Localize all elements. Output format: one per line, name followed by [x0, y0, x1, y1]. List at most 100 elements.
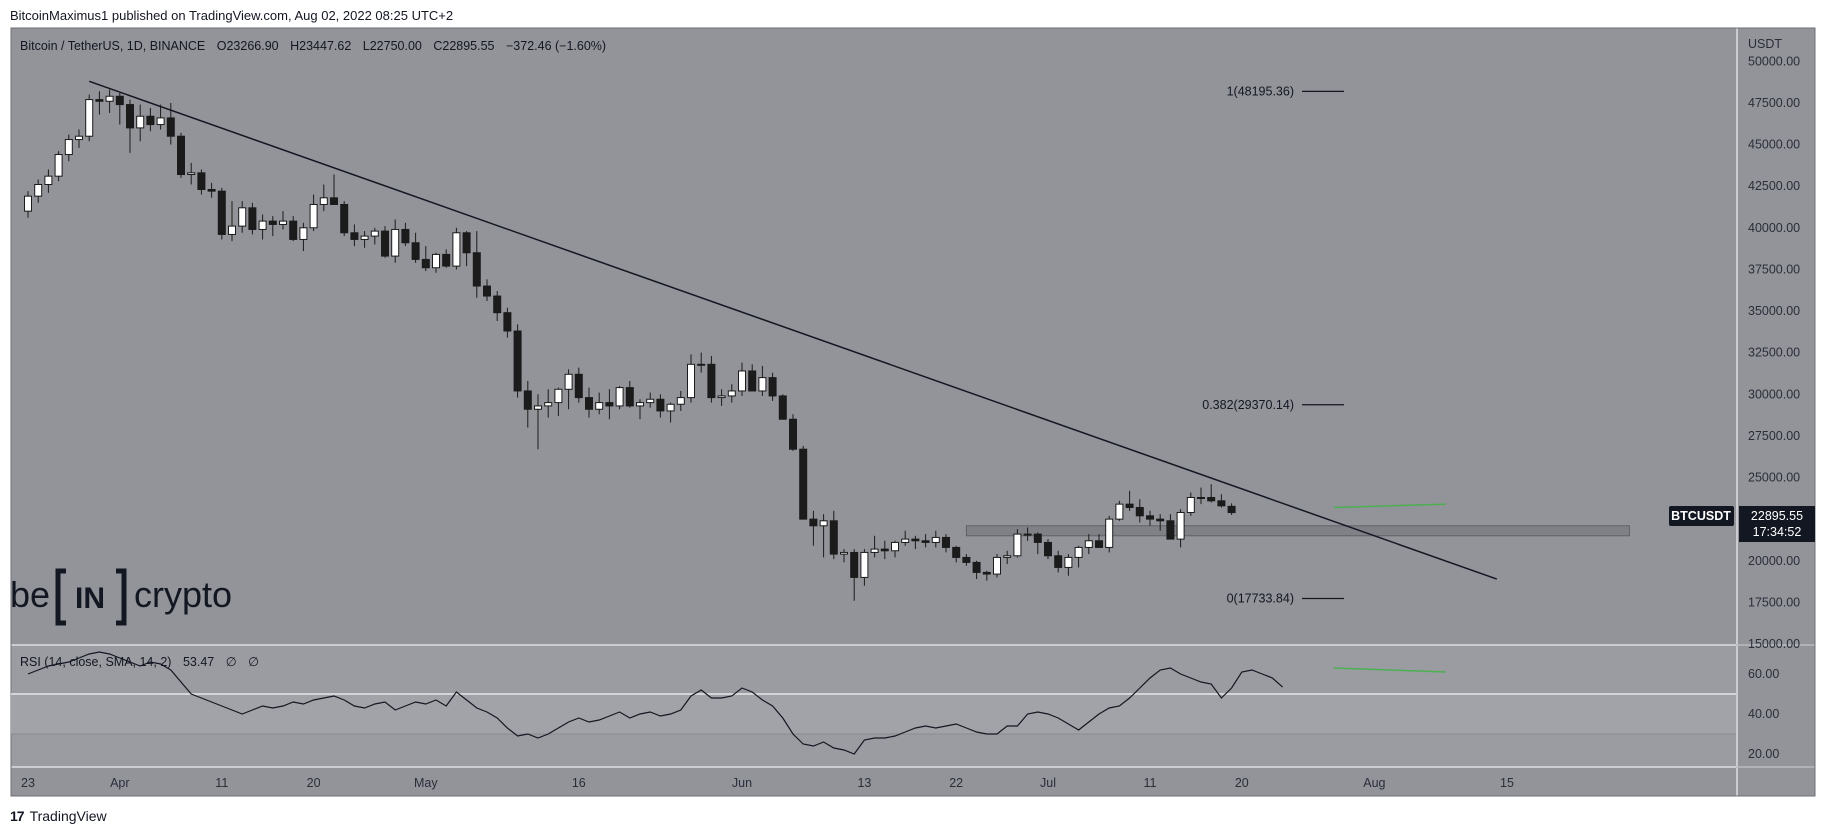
candle-body-up [64, 139, 73, 156]
candle-body-up [564, 373, 573, 390]
candle [115, 92, 124, 125]
price-tick-label: 37500.00 [1748, 262, 1800, 276]
price-tick-label: 45000.00 [1748, 138, 1800, 152]
candle [1003, 550, 1012, 565]
candle [503, 307, 512, 338]
candle-body-up [228, 225, 236, 235]
candle-body-up [697, 363, 706, 366]
open-value: 23266.90 [226, 39, 278, 53]
trendline [88, 80, 1498, 580]
candle-body-up [34, 183, 43, 197]
candle [85, 94, 94, 142]
candle [799, 445, 808, 520]
candle [421, 246, 430, 272]
rsi-divergence-line[interactable] [1333, 667, 1446, 673]
candle-body-up [1186, 496, 1195, 513]
candle [493, 291, 502, 322]
candle-body-down [126, 104, 134, 129]
candle-body-up [687, 363, 695, 399]
candle-body-up [544, 402, 553, 407]
candle [778, 394, 787, 420]
price-tick-label: 40000.00 [1748, 221, 1800, 235]
price-tick-label: 50000.00 [1748, 54, 1800, 68]
time-tick-label: Jun [732, 776, 752, 790]
chart-area[interactable]: 1(48195.36) 0.382(29370.14) 0(17733.84) 50… [0, 0, 1825, 800]
candle-body-up [646, 398, 655, 404]
time-axis-labels: 23 Apr 11 20 May 16 Jun 13 22 Jul 11 20 Aug 15 [21, 776, 1514, 790]
candle-body-up [1197, 496, 1205, 499]
candle [921, 534, 930, 548]
fib-levels: 1(48195.36) 0.382(29370.14) 0(17733.84) [1202, 84, 1344, 605]
candle-body-up [738, 370, 746, 392]
candle [44, 169, 53, 193]
candle [758, 365, 767, 396]
candle [656, 394, 665, 418]
candle [1115, 500, 1124, 521]
candle-body-up [432, 253, 440, 269]
descending-trendline[interactable] [88, 80, 1498, 580]
candle [1125, 490, 1134, 511]
candle-body-up [891, 541, 899, 552]
candle [391, 219, 400, 263]
candle [819, 514, 828, 558]
candle-body-up [187, 172, 196, 176]
candle-body-up [1074, 546, 1083, 558]
candle-body-down [1156, 518, 1165, 522]
candle-body-down [146, 115, 155, 126]
candle [432, 252, 440, 273]
candle-body-down [503, 312, 512, 332]
candle-body-down [850, 551, 859, 578]
candle [207, 182, 216, 198]
candle-body-down [982, 571, 991, 575]
candle-body-down [401, 228, 410, 244]
candle [1146, 510, 1154, 526]
price-divergence-line[interactable] [1333, 503, 1446, 509]
candle [952, 545, 961, 563]
candle [217, 187, 226, 240]
candle [24, 191, 32, 218]
time-tick-label: May [414, 776, 438, 790]
candle [931, 530, 940, 548]
candle-body-up [666, 403, 675, 412]
candle-body-up [1003, 555, 1012, 558]
candle-body-up [554, 388, 563, 404]
candle-body-up [819, 520, 828, 527]
candle-body-up [54, 154, 63, 177]
candle [636, 399, 644, 420]
candle-body-up [636, 402, 644, 407]
candle [891, 540, 899, 558]
support-zone-rect[interactable] [965, 525, 1630, 537]
candle [258, 214, 267, 240]
candle-body-up [136, 115, 145, 129]
candle-body-down [829, 520, 838, 555]
rsi-value: 53.47 [183, 655, 214, 669]
candle-body-down [166, 117, 175, 137]
candle-body-down [207, 188, 216, 192]
candle-body-up [370, 230, 379, 237]
tradingview-brand[interactable]: 17 TradingView [10, 808, 107, 824]
candle-body-down [1135, 506, 1144, 517]
candle [309, 194, 318, 232]
candle [1013, 529, 1022, 558]
candle [972, 560, 981, 580]
candle-body-down [268, 220, 277, 225]
watermark-crypto: crypto [134, 574, 232, 615]
candle [789, 414, 797, 451]
candle [911, 535, 920, 550]
candle [1023, 527, 1032, 541]
candle [697, 352, 706, 373]
becrypto-watermark: be IN crypto [10, 568, 232, 626]
time-tick-label: 11 [215, 776, 228, 790]
candle [687, 354, 695, 403]
candle [717, 389, 726, 406]
candle-body-up [860, 551, 869, 578]
candle-body-up [105, 95, 114, 102]
candle [727, 384, 736, 403]
candle-body-up [717, 395, 726, 399]
price-axis-bg [1738, 28, 1815, 796]
candle-body-down [585, 397, 593, 410]
candle-body-down [493, 295, 502, 314]
candle [126, 99, 134, 153]
candle-body-up [758, 377, 767, 392]
candle [1074, 545, 1083, 568]
